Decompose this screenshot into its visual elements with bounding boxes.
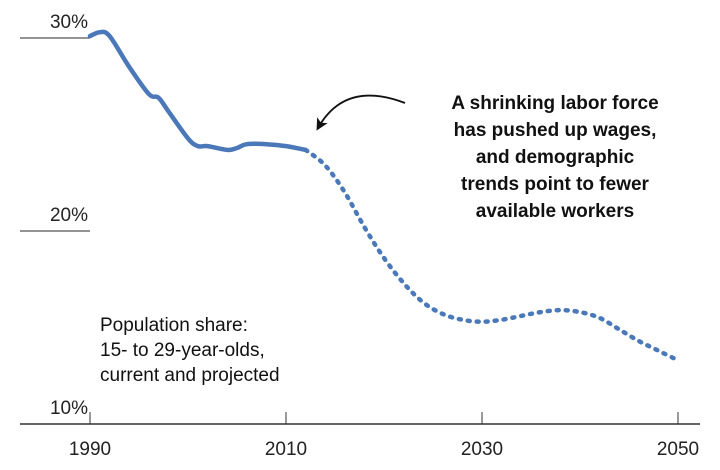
series-layer (87, 29, 681, 363)
x-tick-label-2010: 2010 (265, 439, 307, 460)
callout-annotation: A shrinking labor force has pushed up wa… (316, 93, 659, 222)
callout-line-3: and demographic (476, 147, 635, 168)
x-tick-label-2030: 2030 (461, 439, 503, 460)
series-description-line-3: current and projected (100, 365, 280, 386)
x-axis: 1990 2010 2030 2050 (20, 412, 700, 460)
x-tick-label-1990: 1990 (69, 439, 111, 460)
y-axis: 30% 20% 10% (20, 12, 90, 419)
callout-line-4: trends point to fewer (461, 174, 650, 195)
callout-line-2: has pushed up wages, (454, 120, 657, 141)
series-description: Population share: 15- to 29-year-olds, c… (100, 315, 280, 386)
callout-line-1: A shrinking labor force (451, 93, 658, 114)
y-tick-label-20: 20% (50, 205, 88, 226)
y-tick-label-10: 10% (50, 398, 88, 419)
series-description-line-1: Population share: (100, 315, 248, 336)
series-line-current (87, 29, 308, 153)
callout-line-5: available workers (476, 201, 634, 222)
x-tick-label-2050: 2050 (657, 439, 699, 460)
y-tick-label-30: 30% (50, 12, 88, 33)
series-line-projected (303, 147, 681, 363)
callout-arrow (316, 94, 406, 131)
series-description-line-2: 15- to 29-year-olds, (100, 340, 265, 361)
